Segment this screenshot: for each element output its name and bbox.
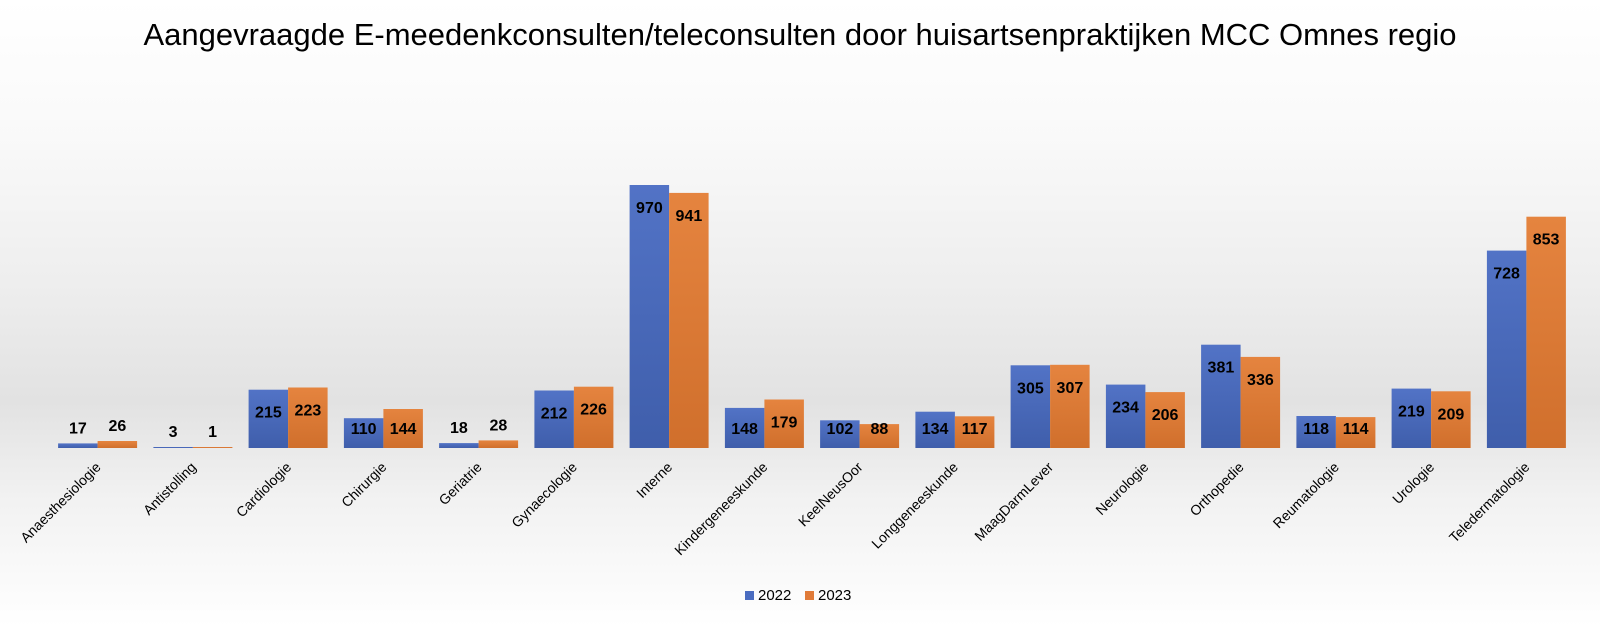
- bar-2023-antistolling: [192, 447, 233, 448]
- bar-2023-geriatrie: [478, 440, 519, 448]
- data-label-2023-orthopedie: 336: [1247, 372, 1274, 389]
- bar-2023-longgeneeskunde: [954, 416, 995, 448]
- data-label-2023-cardiologie: 223: [295, 403, 322, 420]
- category-label-geriatrie: Geriatrie: [435, 459, 484, 508]
- data-label-2023-interne: 941: [676, 208, 703, 225]
- data-label-2022-teledermatologie: 728: [1493, 266, 1520, 283]
- category-label-chirurgie: Chirurgie: [338, 459, 390, 511]
- data-label-2022-interne: 970: [636, 200, 663, 217]
- legend: 2022 2023: [745, 587, 851, 604]
- data-label-2022-urologie: 219: [1398, 404, 1425, 421]
- bar-2023-maagdarmlever: [1050, 364, 1090, 448]
- data-label-2022-neurologie: 234: [1112, 400, 1139, 417]
- bar-2023-neurologie: [1145, 392, 1185, 448]
- category-label-kindergeneeskunde: Kindergeneeskunde: [671, 459, 771, 559]
- category-label-reumatologie: Reumatologie: [1270, 459, 1343, 532]
- data-label-2023-reumatologie: 114: [1343, 421, 1369, 438]
- data-label-2023-longgeneeskunde: 117: [962, 421, 988, 438]
- data-label-2023-teledermatologie: 853: [1533, 232, 1560, 249]
- bar-2022-geriatrie: [439, 443, 479, 448]
- bars-layer: [58, 185, 1566, 448]
- data-label-2022-maagdarmlever: 305: [1017, 380, 1044, 397]
- bar-2023-cardiologie: [288, 387, 328, 448]
- data-label-2023-geriatrie: 28: [490, 417, 508, 434]
- data-label-2023-neurologie: 206: [1152, 407, 1179, 424]
- data-label-2022-reumatologie: 118: [1303, 421, 1329, 438]
- bar-2022-antistolling: [153, 447, 193, 448]
- legend-swatch-2022: [745, 591, 754, 600]
- category-label-longgeneeskunde: Longgeneeskunde: [868, 459, 961, 552]
- category-label-cardiologie: Cardiologie: [233, 459, 295, 521]
- legend-swatch-2023: [805, 591, 814, 600]
- category-label-orthopedie: Orthopedie: [1186, 459, 1246, 519]
- category-axis: Anaesthesiologie Antistolling Cardiologie C…: [17, 459, 1533, 559]
- bar-2023-reumatologie: [1335, 417, 1376, 448]
- data-label-2022-chirurgie: 110: [351, 421, 377, 438]
- data-label-2023-antistolling: 1: [208, 424, 217, 441]
- data-label-2022-antistolling: 3: [169, 424, 178, 441]
- bar-2022-neurologie: [1105, 384, 1146, 448]
- bar-2022-anaesthesiologie: [58, 443, 98, 448]
- data-label-2023-gynaecologie: 226: [580, 402, 607, 419]
- category-label-interne: Interne: [633, 459, 675, 501]
- category-label-antistolling: Antistolling: [140, 459, 199, 518]
- category-label-urologie: Urologie: [1389, 459, 1437, 507]
- bar-2022-longgeneeskunde: [915, 411, 955, 448]
- data-label-2022-keelneusoor: 102: [827, 421, 854, 438]
- legend-label-2022: 2022: [758, 587, 791, 604]
- bar-2022-chirurgie: [343, 418, 384, 448]
- data-label-2022-longgeneeskunde: 134: [922, 421, 949, 438]
- data-label-2022-cardiologie: 215: [255, 405, 282, 422]
- data-label-2022-gynaecologie: 212: [541, 406, 568, 423]
- category-label-keelneusoor: KeelNeusOor: [795, 459, 866, 530]
- data-label-2023-kindergeneeskunde: 179: [771, 415, 798, 432]
- bar-2023-urologie: [1431, 391, 1471, 448]
- category-label-maagdarmlever: MaagDarmLever: [971, 459, 1056, 544]
- bar-2023-interne: [669, 192, 709, 448]
- bar-2022-keelneusoor: [820, 420, 860, 448]
- category-label-neurologie: Neurologie: [1092, 459, 1151, 518]
- data-labels-layer: 17 26 3 1 215 223 110 144 18 28 212 226 970 941 148 179…: [69, 200, 1560, 441]
- bar-2023-keelneusoor: [859, 424, 900, 448]
- bar-2022-kindergeneeskunde: [724, 407, 765, 448]
- bar-2022-cardiologie: [248, 389, 289, 448]
- bar-2023-anaesthesiologie: [97, 441, 138, 448]
- chart-title: Aangevraagde E-meedenkconsulten/telecons…: [143, 17, 1457, 52]
- bar-2022-orthopedie: [1201, 344, 1241, 448]
- data-label-2023-anaesthesiologie: 26: [109, 418, 127, 435]
- category-label-anaesthesiologie: Anaesthesiologie: [17, 459, 104, 546]
- data-label-2023-maagdarmlever: 307: [1057, 380, 1084, 397]
- bar-2022-maagdarmlever: [1010, 365, 1051, 448]
- bar-2023-orthopedie: [1240, 356, 1281, 448]
- data-label-2023-keelneusoor: 88: [871, 421, 889, 438]
- data-label-2022-anaesthesiologie: 17: [69, 420, 87, 437]
- category-label-gynaecologie: Gynaecologie: [508, 459, 580, 531]
- data-label-2023-chirurgie: 144: [390, 421, 417, 438]
- category-label-teledermatologie: Teledermatologie: [1446, 459, 1533, 546]
- bar-2022-reumatologie: [1296, 416, 1336, 448]
- bar-2022-teledermatologie: [1486, 250, 1527, 448]
- data-label-2023-urologie: 209: [1438, 406, 1465, 423]
- bar-2022-interne: [629, 185, 670, 448]
- data-label-2022-kindergeneeskunde: 148: [731, 421, 758, 438]
- bar-2023-kindergeneeskunde: [764, 399, 804, 448]
- bar-2023-teledermatologie: [1526, 216, 1566, 448]
- bar-2023-chirurgie: [383, 409, 423, 448]
- bar-2023-gynaecologie: [573, 386, 614, 448]
- bar-2022-gynaecologie: [534, 390, 574, 448]
- legend-label-2023: 2023: [818, 587, 851, 604]
- data-label-2022-orthopedie: 381: [1208, 360, 1235, 377]
- data-label-2022-geriatrie: 18: [450, 420, 468, 437]
- bar-2022-urologie: [1391, 388, 1432, 448]
